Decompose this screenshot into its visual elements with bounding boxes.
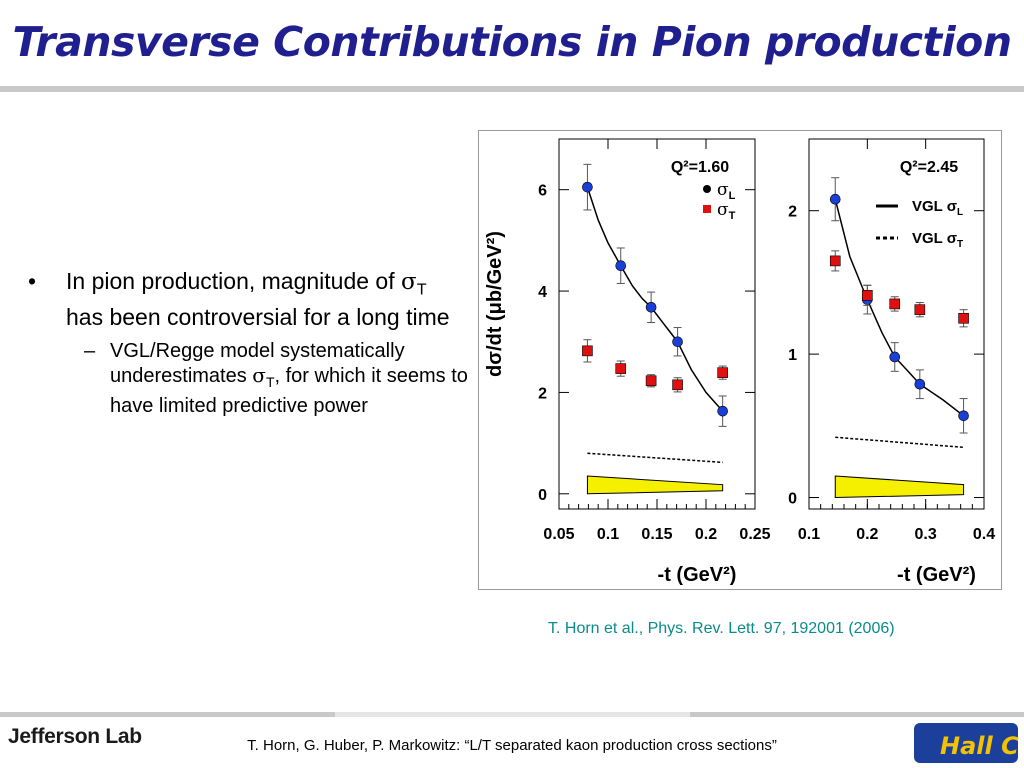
sigma-t-point — [862, 290, 873, 301]
y-tick-label: 2 — [538, 385, 547, 402]
sub-bullet-text: VGL/Regge model systematically underesti… — [110, 339, 405, 387]
legend-square-icon — [703, 205, 711, 213]
bullet-text: has been controversial for a long time — [66, 303, 450, 330]
hall-c-logo-text: Hall C — [940, 732, 1019, 760]
cross-section-figure: 0.05 0.1 0.15 0.2 0.25 0 2 4 6 -t (GeV²) dσ/dt (μb… — [478, 130, 1002, 590]
footer-divider-highlight — [335, 712, 690, 717]
legend-subscript: T — [729, 210, 736, 222]
sigma-l-point — [717, 405, 728, 417]
y-tick-label: 2 — [788, 204, 797, 221]
sub-bullet-text: , for which it seems to have limited pre… — [110, 364, 468, 417]
footer-text: T. Horn, G. Huber, P. Markowitz: “L/T se… — [247, 737, 777, 754]
sigma-l-point — [914, 378, 926, 390]
sigma-t-point — [958, 312, 969, 324]
x-tick-label: 0.1 — [597, 526, 619, 543]
x-tick-label: 0.2 — [695, 526, 717, 543]
y-tick-label: 6 — [538, 183, 547, 200]
legend-label: VGL σL — [912, 198, 963, 218]
sigma-subscript: T — [265, 373, 275, 390]
sigma-t-point — [914, 304, 926, 315]
y-tick-label: 4 — [538, 284, 547, 301]
x-tick-label: 0.2 — [856, 526, 878, 543]
legend-label: σL — [717, 180, 736, 202]
sigma-l-point — [829, 193, 841, 205]
x-tick-label: 0.1 — [798, 526, 820, 543]
x-tick-label: 0.15 — [641, 526, 672, 543]
bullet-text: In pion production, magnitude of — [66, 268, 402, 294]
q2-annotation: Q²=1.60 — [671, 159, 729, 176]
cross-section-plots: 0.05 0.1 0.15 0.2 0.25 0 2 4 6 -t (GeV²) dσ/dt (μb… — [484, 138, 995, 586]
x-axis-label: -t (GeV²) — [658, 564, 737, 586]
x-tick-label: 0.25 — [739, 526, 770, 543]
legend-subscript: L — [729, 190, 736, 202]
x-tick-label: 0.05 — [543, 526, 574, 543]
sigma-l-point — [958, 410, 969, 422]
y-tick-label: 1 — [788, 347, 797, 364]
sigma-symbol: σ — [401, 269, 417, 295]
sigma-t-point — [645, 375, 657, 387]
q2-annotation: Q²=2.45 — [900, 159, 958, 176]
jefferson-lab-logo: Jefferson Lab — [8, 725, 142, 748]
legend-circle-icon — [703, 185, 711, 193]
sigma-l-point — [672, 336, 683, 348]
sigma-t-uncertainty-band — [586, 475, 724, 495]
sigma-t-uncertainty-band — [834, 475, 965, 499]
legend-label: VGL σT — [912, 230, 963, 250]
sigma-l-point — [645, 301, 657, 313]
vgl-sigma-t-curve — [835, 436, 964, 449]
bullet-dot-icon: • — [28, 268, 37, 294]
y-tick-label: 0 — [788, 491, 797, 508]
sub-bullet-item: – VGL/Regge model systematically underes… — [28, 339, 468, 418]
x-tick-label: 0.4 — [973, 526, 995, 543]
sigma-l-point — [889, 351, 901, 363]
x-axis-label: -t (GeV²) — [897, 564, 976, 586]
x-tick-label: 0.3 — [915, 526, 937, 543]
bullet-list: • In pion production, magnitude of σT ha… — [28, 268, 468, 418]
sigma-l-point — [582, 181, 593, 193]
legend-subscript: L — [957, 207, 963, 218]
sigma-l-point — [615, 260, 627, 272]
sigma-t-point — [582, 345, 593, 357]
vgl-sigma-t-curve — [587, 452, 723, 464]
sigma-t-point — [889, 298, 901, 310]
sigma-subscript: T — [416, 280, 427, 299]
sigma-t-point — [717, 367, 728, 378]
legend-label: σT — [717, 200, 736, 222]
sigma-symbol: σ — [252, 362, 266, 387]
sigma-t-point — [829, 255, 841, 267]
hall-c-logo: Hall C — [914, 723, 1019, 763]
title-divider — [0, 86, 1024, 92]
y-axis-label: dσ/dt (μb/GeV²) — [484, 231, 506, 377]
sigma-t-point — [615, 363, 627, 374]
citation: T. Horn et al., Phys. Rev. Lett. 97, 192… — [548, 620, 895, 637]
plot-frame — [808, 138, 985, 510]
bullet-item: • In pion production, magnitude of σT ha… — [28, 268, 468, 331]
sigma-t-point — [672, 379, 683, 391]
slide-title: Transverse Contributions in Pion product… — [12, 18, 1012, 66]
legend-subscript: T — [957, 239, 963, 250]
y-tick-label: 0 — [538, 487, 547, 504]
dash-icon: – — [84, 339, 96, 362]
